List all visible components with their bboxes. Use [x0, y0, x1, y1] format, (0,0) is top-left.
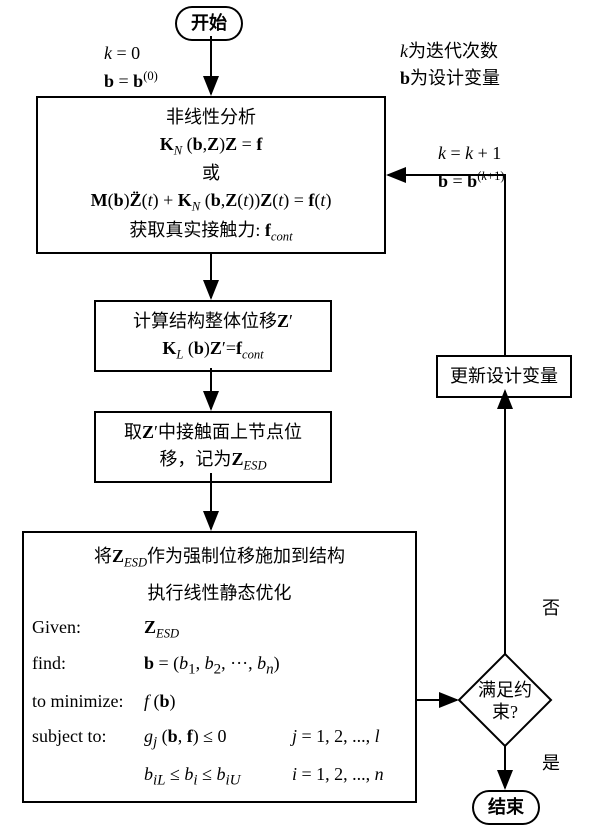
decision-line1: 满足约	[475, 680, 535, 702]
opt-line1: 将ZESD作为强制位移施加到结构	[32, 539, 407, 576]
decision-line2: 束?	[475, 702, 535, 724]
decision-text: 满足约 束?	[475, 680, 535, 723]
opt-subj2: biL ≤ bi ≤ biUi = 1, 2, ..., n	[32, 757, 407, 795]
terminal-end: 结束	[472, 790, 540, 825]
legend-k: 为迭代次数	[408, 41, 498, 61]
start-label: 开始	[191, 13, 227, 33]
legend: k为迭代次数 b为设计变量	[400, 38, 500, 92]
label-yes: 是	[542, 750, 560, 777]
extract-line2: 移，记为ZESD	[104, 446, 322, 475]
opt-subj1: subject to:gj (b, f) ≤ 0j = 1, 2, ..., l	[32, 719, 407, 757]
opt-find: find:b = (b1, b2, ···, bn)	[32, 646, 407, 684]
node-update: 更新设计变量	[436, 355, 572, 398]
iterate-label: k = k + 1 b = b(k+1)	[438, 140, 505, 195]
nonlinear-eq2: M(b)Z̈(t) + KN (b,Z(t))Z(t) = f(t)	[46, 187, 376, 216]
init-label: k = 0 b = b(0)	[104, 40, 158, 95]
extract-line1: 取Z′中接触面上节点位	[104, 419, 322, 446]
nonlinear-or: 或	[46, 160, 376, 187]
terminal-start: 开始	[175, 6, 243, 41]
node-extract: 取Z′中接触面上节点位 移，记为ZESD	[94, 411, 332, 483]
opt-given: Given:ZESD	[32, 610, 407, 647]
end-label: 结束	[488, 797, 524, 817]
nonlinear-get: 获取真实接触力: fcont	[46, 217, 376, 246]
nonlinear-eq1: KN (b,Z)Z = f	[46, 131, 376, 160]
compute-eq: KL (b)Z′=fcont	[104, 335, 322, 364]
opt-line2: 执行线性静态优化	[32, 576, 407, 610]
node-nonlinear: 非线性分析 KN (b,Z)Z = f 或 M(b)Z̈(t) + KN (b,…	[36, 96, 386, 254]
update-label: 更新设计变量	[450, 366, 558, 386]
compute-title: 计算结构整体位移Z′	[104, 308, 322, 335]
arrow-update-nonlinear	[388, 175, 505, 355]
node-compute: 计算结构整体位移Z′ KL (b)Z′=fcont	[94, 300, 332, 372]
node-optimize: 将ZESD作为强制位移施加到结构 执行线性静态优化 Given:ZESD fin…	[22, 531, 417, 803]
opt-min: to minimize:f (b)	[32, 684, 407, 718]
label-no: 否	[542, 595, 560, 622]
legend-b: 为设计变量	[410, 68, 500, 88]
nonlinear-title: 非线性分析	[46, 104, 376, 131]
